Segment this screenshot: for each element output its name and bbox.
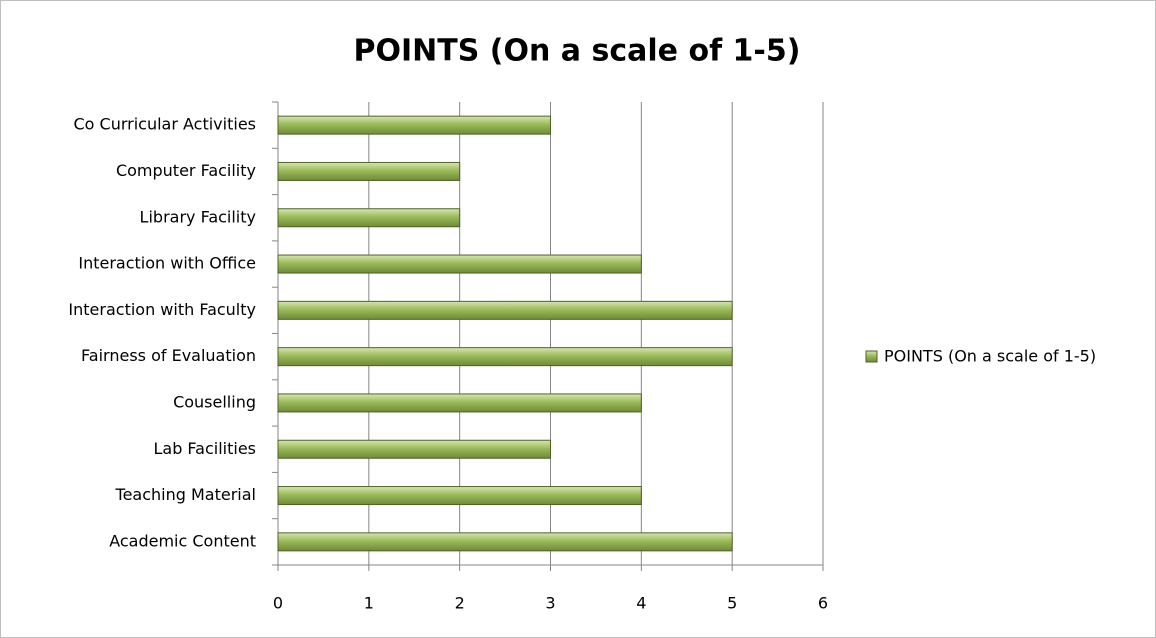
chart-title: POINTS (On a scale of 1-5) [354,34,801,69]
bar [277,115,551,135]
y-tick-label: Academic Content [109,531,256,550]
bar [277,208,461,228]
y-tick-label: Lab Facilities [153,439,256,458]
bar [277,347,733,367]
bar [277,439,551,459]
y-tick-label: Teaching Material [115,485,256,504]
bar [277,393,642,413]
x-tick-label: 6 [818,594,828,613]
bar [277,161,461,181]
x-tick-label: 0 [273,594,283,613]
x-tick-label: 5 [727,594,737,613]
y-tick-label: Computer Facility [116,161,256,180]
x-tick-label: 3 [545,594,555,613]
bar [277,254,642,274]
x-tick-label: 1 [364,594,374,613]
legend-label: POINTS (On a scale of 1-5) [884,347,1096,366]
x-tick-label: 4 [636,594,646,613]
legend-swatch [865,350,878,363]
y-tick-label: Fairness of Evaluation [81,346,256,365]
y-tick-label: Library Facility [140,207,256,226]
y-tick-label: Co Curricular Activities [73,115,256,134]
y-tick-label: Interaction with Faculty [68,300,256,319]
bar [277,532,733,552]
x-tick-label: 2 [455,594,465,613]
y-tick-label: Interaction with Office [78,254,256,273]
bar [277,486,642,506]
bar [277,300,733,320]
y-tick-label: Couselling [173,392,256,411]
